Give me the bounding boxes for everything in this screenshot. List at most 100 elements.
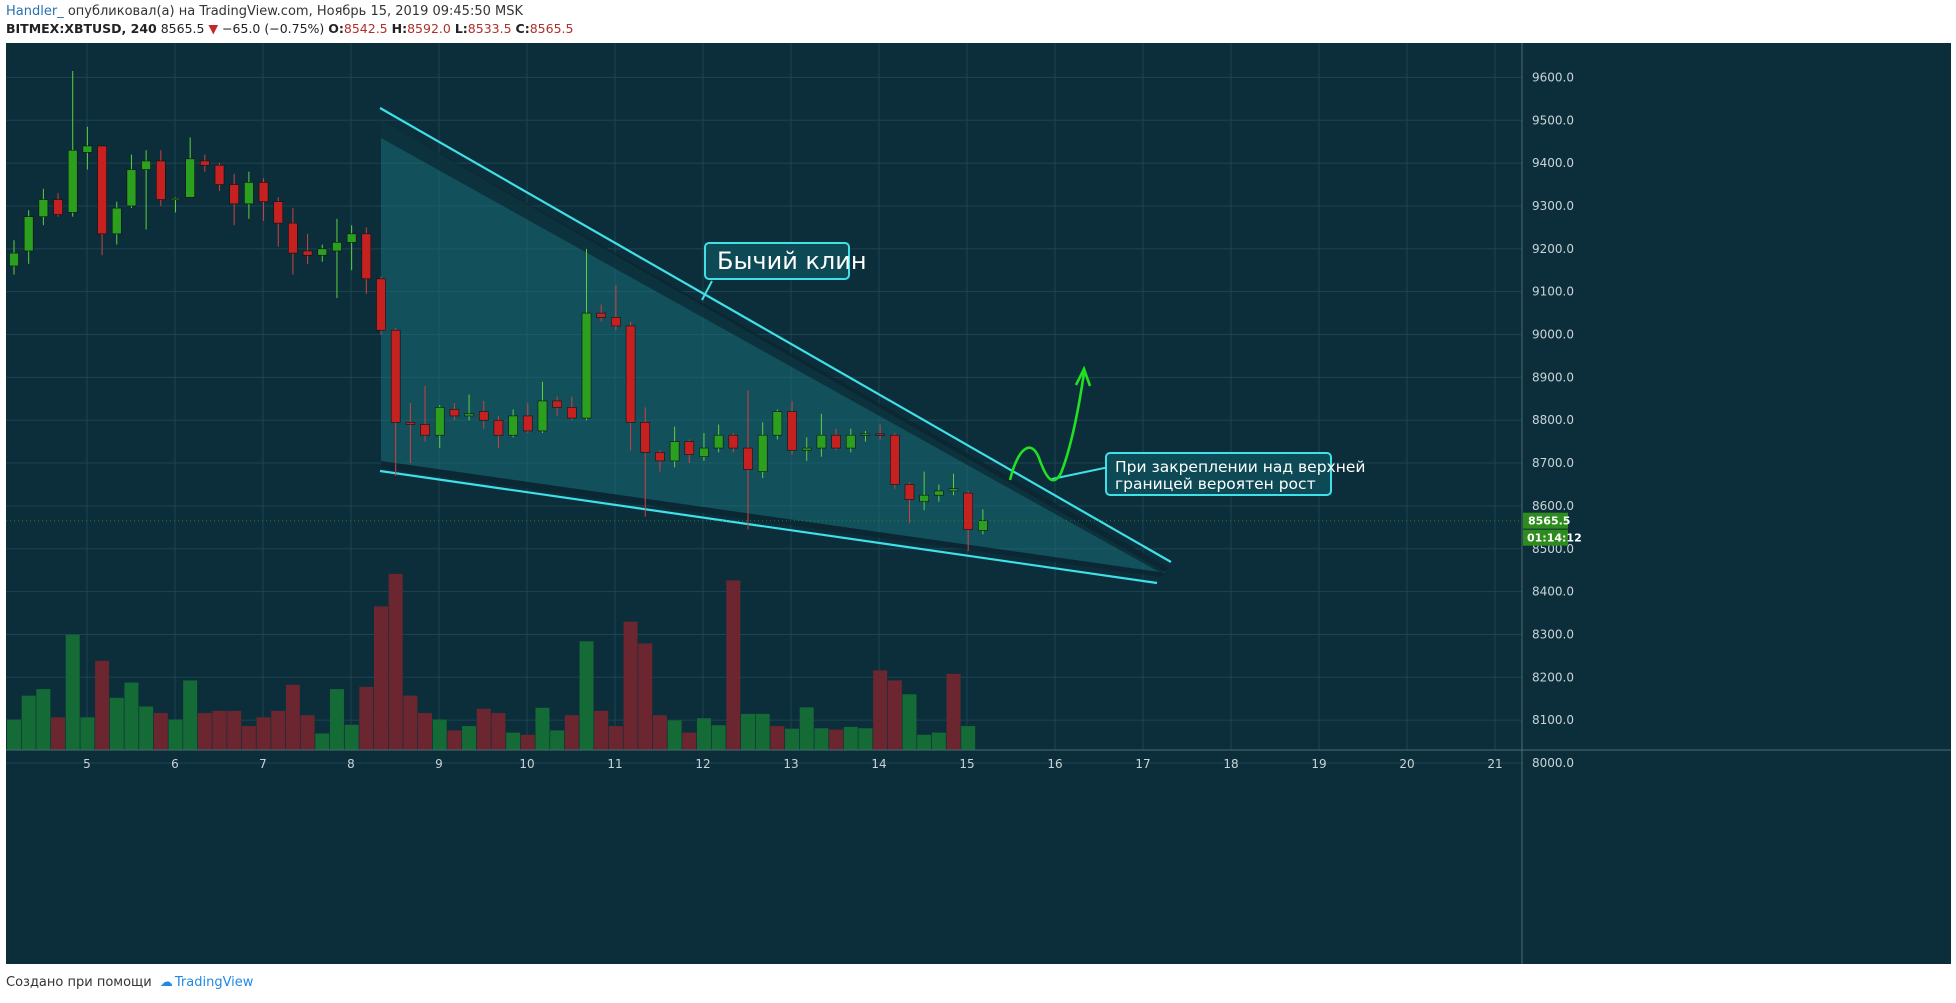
volume-bar: [183, 680, 198, 750]
volume-bar: [7, 719, 21, 750]
time-tick-label: 7: [259, 757, 267, 771]
price-tick-label: 9300.0: [1532, 199, 1574, 213]
candle-body: [655, 452, 665, 462]
chart-area[interactable]: Бычий клин При закреплении над верхней гра…: [6, 43, 1951, 964]
candle-body: [640, 422, 651, 453]
volume-bar: [770, 726, 785, 750]
candle: [141, 150, 151, 230]
price-tick-label: 8400.0: [1532, 585, 1574, 599]
candle: [831, 428, 841, 451]
time-tick-label: 6: [171, 757, 179, 771]
candle: [38, 188, 49, 226]
time-tick-label: 18: [1223, 757, 1238, 771]
candle: [743, 390, 753, 530]
volume-bar: [197, 713, 212, 750]
volume-bar: [829, 729, 844, 750]
candle-body: [361, 233, 372, 280]
wedge-upper-line: [379, 107, 1172, 563]
price-tick-label: 8200.0: [1532, 670, 1574, 684]
volume-bar: [755, 713, 770, 750]
candle-body: [552, 400, 562, 408]
price-tick-label: 8700.0: [1532, 456, 1574, 470]
close-value: 8565.5: [529, 21, 574, 36]
price-tick-label: 8000.0: [1532, 756, 1574, 770]
volume-bar: [285, 684, 300, 750]
candle: [522, 403, 533, 434]
last-price: 8565.5: [160, 21, 205, 36]
candle: [611, 285, 621, 331]
candle-body: [845, 434, 856, 449]
candle: [963, 490, 974, 551]
candle-body: [963, 492, 974, 530]
open-label: O:: [328, 21, 344, 36]
candle-body: [625, 325, 636, 423]
volume-bar: [638, 643, 653, 750]
candle: [478, 400, 489, 429]
time-tick-label: 10: [519, 757, 534, 771]
candle: [919, 471, 929, 511]
candle-body: [141, 160, 151, 170]
tradingview-logo-icon[interactable]: ☁: [159, 975, 173, 990]
volume-bar: [858, 728, 873, 750]
candle: [684, 439, 695, 464]
down-arrow-icon: ▼: [208, 21, 219, 36]
candle: [126, 154, 137, 209]
candle-body: [816, 434, 827, 449]
open-value: 8542.5: [343, 21, 388, 36]
volume-bar: [843, 726, 858, 750]
callout-2-pointer: [1051, 466, 1110, 480]
time-tick-label: 12: [695, 757, 710, 771]
high-value: 8592.0: [407, 21, 451, 36]
footer: Создано при помощи ☁ TradingView: [6, 975, 253, 990]
candle-body: [934, 490, 944, 496]
candle-body: [67, 149, 78, 213]
volume-bar: [564, 715, 579, 750]
volume-bars: [7, 573, 976, 750]
candle-body: [508, 415, 518, 436]
candle-body: [567, 407, 577, 419]
candle-body: [801, 447, 812, 451]
candle: [816, 413, 827, 457]
volume-bar: [799, 707, 814, 750]
price-tick-label: 9200.0: [1532, 242, 1574, 256]
price-tick-label: 9400.0: [1532, 156, 1574, 170]
volume-bar: [917, 734, 932, 750]
price-axis: 8000.08100.08200.08300.08400.08500.08600…: [6, 43, 1582, 964]
candle: [97, 145, 107, 256]
price-tick-label: 8100.0: [1532, 713, 1574, 727]
candle: [889, 433, 900, 489]
callout-2-box: [1105, 452, 1332, 496]
volume-bar: [667, 720, 682, 750]
countdown-tag-bg: [1523, 529, 1568, 546]
time-tick-label: 11: [607, 757, 622, 771]
time-tick-label: 9: [435, 757, 443, 771]
volume-bar: [887, 680, 902, 750]
last-price-tag: 8565.5: [1528, 515, 1570, 528]
time-tick-label: 15: [959, 757, 974, 771]
callout-2-line-1: При закреплении над верхней: [1115, 458, 1365, 476]
candlestick-chart[interactable]: Бычий клин При закреплении над верхнейгра…: [6, 43, 1951, 964]
candle: [317, 244, 328, 262]
volume-bar: [902, 694, 917, 750]
countdown-tag: 01:14:12: [1527, 532, 1582, 545]
volume-bar: [785, 728, 800, 750]
price-tick-label: 8300.0: [1532, 627, 1574, 641]
price-tick-label: 8800.0: [1532, 413, 1574, 427]
candle: [699, 433, 709, 461]
candle: [728, 433, 739, 453]
callout-2-line-2: границей вероятен рост: [1115, 475, 1316, 493]
volume-bar: [36, 689, 51, 750]
candle-body: [214, 164, 225, 185]
candle: [904, 482, 915, 524]
volume-bar: [374, 606, 388, 750]
candle-body: [860, 433, 871, 436]
candle: [625, 321, 636, 451]
volume-bar: [873, 670, 888, 750]
author-link[interactable]: Handler_: [6, 4, 64, 19]
volume-bar: [300, 715, 315, 750]
candle: [156, 150, 166, 206]
footer-brand[interactable]: TradingView: [174, 975, 254, 990]
volume-bar: [594, 710, 609, 750]
candle: [420, 385, 430, 442]
time-tick-label: 21: [1487, 757, 1502, 771]
